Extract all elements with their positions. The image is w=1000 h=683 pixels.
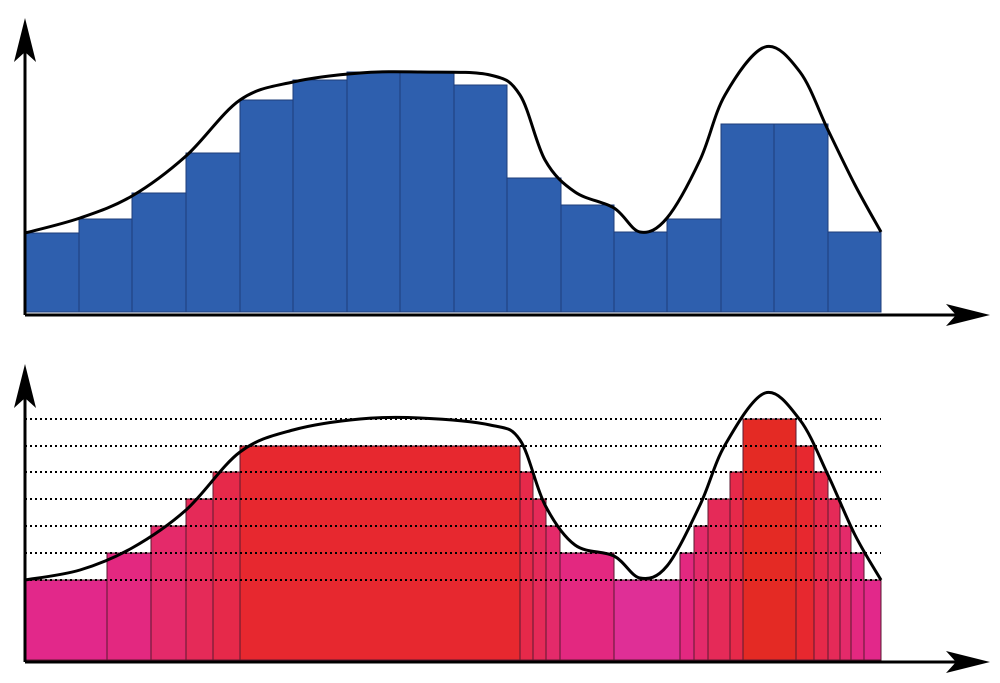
bar: [773, 123, 829, 313]
y-arrow: [14, 364, 36, 408]
bar: [212, 471, 241, 661]
bar: [346, 71, 401, 313]
bar: [613, 231, 668, 313]
bar: [453, 84, 508, 313]
bar: [78, 218, 133, 313]
function-curve: [24, 390, 883, 582]
bar: [827, 498, 841, 661]
bar: [506, 177, 562, 313]
bar: [666, 218, 722, 313]
x-arrow: [946, 651, 990, 673]
function-curve: [24, 44, 883, 235]
x-arrow: [946, 304, 990, 326]
bar: [292, 79, 348, 313]
bottom-axes: [23, 375, 970, 664]
bar: [720, 123, 775, 313]
lebesgue-bars: [24, 418, 882, 661]
bar: [693, 525, 709, 661]
bar: [560, 204, 615, 313]
bar: [150, 525, 187, 661]
bar: [399, 71, 455, 313]
bar: [545, 525, 561, 661]
bar: [131, 192, 187, 313]
bar: [850, 552, 865, 661]
riemann-bars: [24, 71, 882, 313]
bar: [185, 152, 241, 313]
bar: [742, 418, 797, 661]
bar: [839, 525, 852, 661]
bar: [729, 471, 744, 661]
bar: [519, 471, 534, 661]
bar: [863, 579, 882, 661]
bar: [827, 231, 882, 313]
bar: [24, 232, 80, 313]
bar: [559, 552, 615, 661]
bar: [532, 498, 547, 661]
top-axes: [23, 30, 970, 317]
bar: [24, 579, 108, 661]
bar: [679, 552, 695, 661]
bar: [239, 99, 294, 313]
bar: [613, 579, 681, 661]
y-arrow: [14, 18, 36, 62]
bar: [813, 471, 829, 661]
bar: [106, 552, 152, 661]
